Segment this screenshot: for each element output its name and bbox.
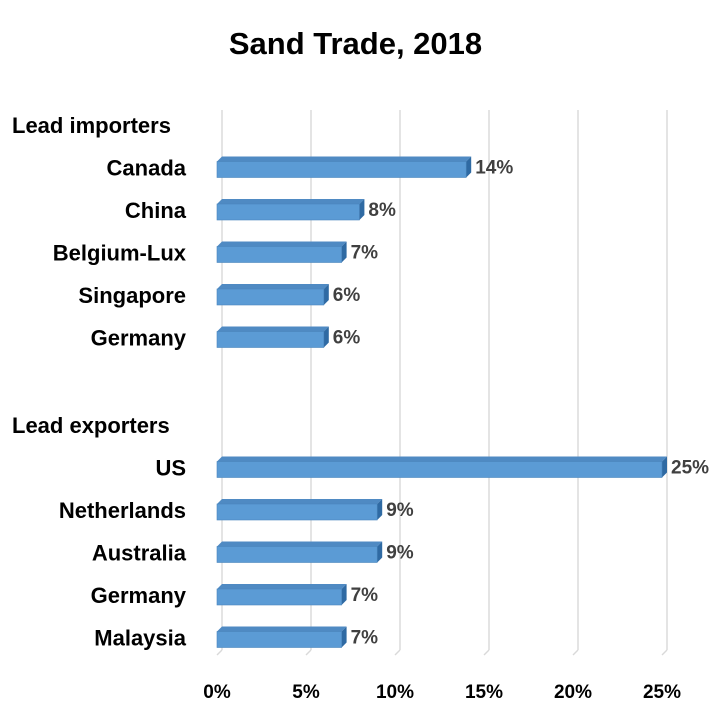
bar: [216, 288, 325, 306]
bar-top: [217, 284, 329, 289]
gridline-foot: [572, 649, 579, 656]
data-label: 25%: [671, 458, 709, 479]
x-tick-label: 5%: [292, 682, 320, 703]
group-label: Lead importers: [12, 113, 171, 138]
category-label: Germany: [91, 583, 187, 608]
data-label: 7%: [351, 585, 379, 606]
bar-top: [217, 499, 383, 504]
bar-side: [341, 241, 347, 263]
bar-side: [341, 626, 347, 648]
x-tick-label: 15%: [465, 682, 503, 703]
bar: [216, 503, 378, 521]
bar-side: [323, 326, 329, 348]
x-tick-label: 20%: [554, 682, 592, 703]
bar-top: [217, 584, 347, 589]
data-label: 6%: [333, 328, 361, 349]
data-label: 9%: [386, 543, 414, 564]
category-label: Australia: [92, 541, 187, 566]
bar: [216, 203, 360, 221]
category-label: Malaysia: [94, 626, 186, 651]
gridline-foot: [305, 649, 312, 656]
bar-top: [217, 199, 365, 204]
data-label: 9%: [386, 500, 414, 521]
bar-top: [217, 541, 383, 547]
gridline-foot: [394, 649, 401, 656]
group-label: Lead exporters: [12, 413, 170, 438]
bar-side: [377, 541, 383, 563]
bar-side: [341, 584, 347, 605]
gridline-foot: [661, 649, 668, 656]
category-label: Singapore: [78, 283, 186, 308]
bar: [216, 331, 325, 348]
gridlines: [216, 110, 668, 656]
x-tick-label: 25%: [643, 682, 681, 703]
data-label: 8%: [368, 200, 396, 221]
x-tick-label: 0%: [203, 682, 231, 703]
bar: [216, 588, 342, 606]
bar: [216, 246, 342, 263]
bar-top: [217, 156, 472, 162]
gridline-foot: [483, 649, 490, 656]
data-label: 7%: [351, 628, 379, 649]
category-label: Canada: [107, 156, 187, 181]
bar-side: [359, 199, 365, 220]
category-label: Belgium-Lux: [53, 241, 187, 266]
bar-top: [217, 326, 329, 332]
chart-title: Sand Trade, 2018: [228, 26, 483, 61]
bar-top: [217, 241, 347, 247]
category-label: China: [125, 198, 187, 223]
x-tick-label: 10%: [376, 682, 414, 703]
bars: [216, 156, 667, 648]
bar: [216, 461, 663, 478]
bar: [216, 161, 467, 178]
bar-top: [217, 626, 347, 632]
labels: 0% 5% 10% 15% 20% 25% Lead importers Canada 14% C…: [12, 113, 709, 703]
bar: [216, 631, 342, 648]
data-label: 14%: [475, 158, 513, 179]
bar: [216, 546, 378, 563]
bar-side: [377, 499, 383, 520]
category-label: US: [155, 456, 186, 481]
data-label: 7%: [351, 243, 379, 264]
bar-side: [466, 156, 472, 178]
bar-side: [662, 456, 667, 478]
data-label: 6%: [333, 285, 361, 306]
gridline-foot: [216, 649, 223, 656]
bar-side: [323, 284, 329, 305]
category-label: Netherlands: [59, 498, 186, 523]
bar-top: [217, 456, 667, 462]
category-label: Germany: [91, 326, 187, 351]
